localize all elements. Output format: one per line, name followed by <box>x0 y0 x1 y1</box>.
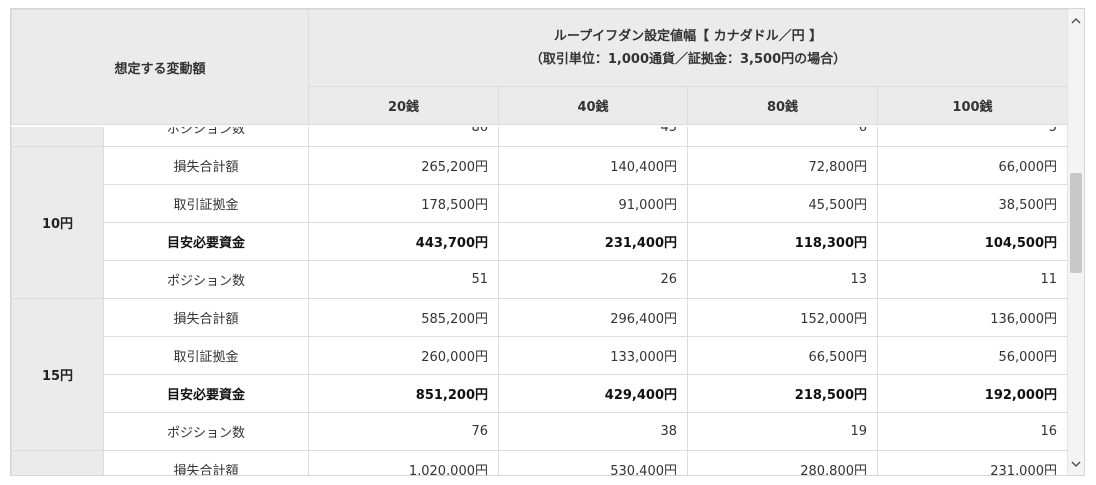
table-title: ループイフダン設定値幅【 カナダドル／円 】 （取引単位：1,000通貨／証拠金… <box>308 9 1068 87</box>
row-label: 損失合計額 <box>103 146 309 185</box>
value-cell: 429,400円 <box>498 374 688 413</box>
value-cell: 56,000円 <box>877 336 1067 375</box>
row-label: 取引証拠金 <box>103 336 309 375</box>
value-cell: 296,400円 <box>498 298 688 337</box>
group-cell-partial <box>11 127 104 147</box>
value-cell: 51 <box>308 260 499 299</box>
table-row: 目安必要資金 443,700円 231,400円 118,300円 104,50… <box>12 222 1067 261</box>
value-cell: 133,000円 <box>498 336 688 375</box>
value-cell: 443,700円 <box>308 222 499 261</box>
table-row: 損失合計額 1,020,000円 530,400円 280,800円 231,0… <box>11 450 1067 475</box>
row-label: 損失合計額 <box>103 450 309 475</box>
value-cell: 19 <box>687 412 878 451</box>
group-label: 15円 <box>11 298 104 451</box>
value-cell: 45 <box>498 127 688 147</box>
value-cell: 178,500円 <box>308 184 499 223</box>
value-cell: 91,000円 <box>498 184 688 223</box>
table-body-viewport[interactable]: ポジション数 86 45 6 5 10円 損失合計額 265,200円 140,… <box>11 127 1067 475</box>
table-row: 取引証拠金 178,500円 91,000円 45,500円 38,500円 <box>12 184 1067 223</box>
value-cell: 13 <box>687 260 878 299</box>
group-label: 10円 <box>11 146 104 299</box>
value-cell: 231,400円 <box>498 222 688 261</box>
table-row: 15円 損失合計額 585,200円 296,400円 152,000円 136… <box>11 298 1067 451</box>
scrollbar-thumb[interactable] <box>1070 173 1082 273</box>
value-cell: 231,000円 <box>877 450 1067 475</box>
column-header-20: 20銭 <box>308 86 499 125</box>
row-label: ポジション数 <box>103 260 309 299</box>
value-cell: 76 <box>308 412 499 451</box>
value-cell: 5 <box>877 127 1067 147</box>
row-label-header: 想定する変動額 <box>11 9 309 125</box>
group-cell-partial <box>11 450 104 475</box>
value-cell: 86 <box>308 127 499 147</box>
row-label: 損失合計額 <box>103 298 309 337</box>
chevron-up-icon[interactable] <box>1068 11 1084 29</box>
value-cell: 118,300円 <box>687 222 878 261</box>
value-cell: 38,500円 <box>877 184 1067 223</box>
value-cell: 38 <box>498 412 688 451</box>
value-cell: 136,000円 <box>877 298 1067 337</box>
value-cell: 26 <box>498 260 688 299</box>
table-title-line1: ループイフダン設定値幅【 カナダドル／円 】 <box>553 29 823 44</box>
row-label: ポジション数 <box>103 412 309 451</box>
value-cell: 192,000円 <box>877 374 1067 413</box>
value-cell: 66,500円 <box>687 336 878 375</box>
value-cell: 1,020,000円 <box>308 450 499 475</box>
value-cell: 11 <box>877 260 1067 299</box>
table-title-line2: （取引単位：1,000通貨／証拠金：3,500円の場合） <box>529 52 847 67</box>
value-cell: 260,000円 <box>308 336 499 375</box>
table-frame: 想定する変動額 ループイフダン設定値幅【 カナダドル／円 】 （取引単位：1,0… <box>10 8 1085 476</box>
value-cell: 851,200円 <box>308 374 499 413</box>
value-cell: 218,500円 <box>687 374 878 413</box>
value-cell: 152,000円 <box>687 298 878 337</box>
table-row: 目安必要資金 851,200円 429,400円 218,500円 192,00… <box>12 374 1067 413</box>
column-header-100: 100銭 <box>877 86 1068 125</box>
table-body: ポジション数 86 45 6 5 10円 損失合計額 265,200円 140,… <box>11 127 1067 475</box>
value-cell: 66,000円 <box>877 146 1067 185</box>
value-cell: 72,800円 <box>687 146 878 185</box>
column-header-80: 80銭 <box>687 86 878 125</box>
value-cell: 16 <box>877 412 1067 451</box>
table-header: 想定する変動額 ループイフダン設定値幅【 カナダドル／円 】 （取引単位：1,0… <box>11 9 1068 125</box>
table-row: 取引証拠金 260,000円 133,000円 66,500円 56,000円 <box>12 336 1067 375</box>
column-header-40: 40銭 <box>498 86 688 125</box>
value-cell: 265,200円 <box>308 146 499 185</box>
value-cell: 45,500円 <box>687 184 878 223</box>
row-label: 取引証拠金 <box>103 184 309 223</box>
chevron-down-icon[interactable] <box>1068 455 1084 473</box>
value-cell: 6 <box>687 127 878 147</box>
value-cell: 530,400円 <box>498 450 688 475</box>
value-cell: 104,500円 <box>877 222 1067 261</box>
table-row: ポジション数 51 26 13 11 <box>12 260 1067 299</box>
vertical-scrollbar[interactable] <box>1067 9 1084 475</box>
value-cell: 585,200円 <box>308 298 499 337</box>
value-cell: 140,400円 <box>498 146 688 185</box>
row-label: 目安必要資金 <box>103 222 309 261</box>
table-row: ポジション数 76 38 19 16 <box>12 412 1067 451</box>
row-label: ポジション数 <box>103 127 309 147</box>
value-cell: 280,800円 <box>687 450 878 475</box>
row-label: 目安必要資金 <box>103 374 309 413</box>
table-row: 10円 損失合計額 265,200円 140,400円 72,800円 66,0… <box>11 146 1067 299</box>
table-row: ポジション数 86 45 6 5 <box>11 127 1067 147</box>
